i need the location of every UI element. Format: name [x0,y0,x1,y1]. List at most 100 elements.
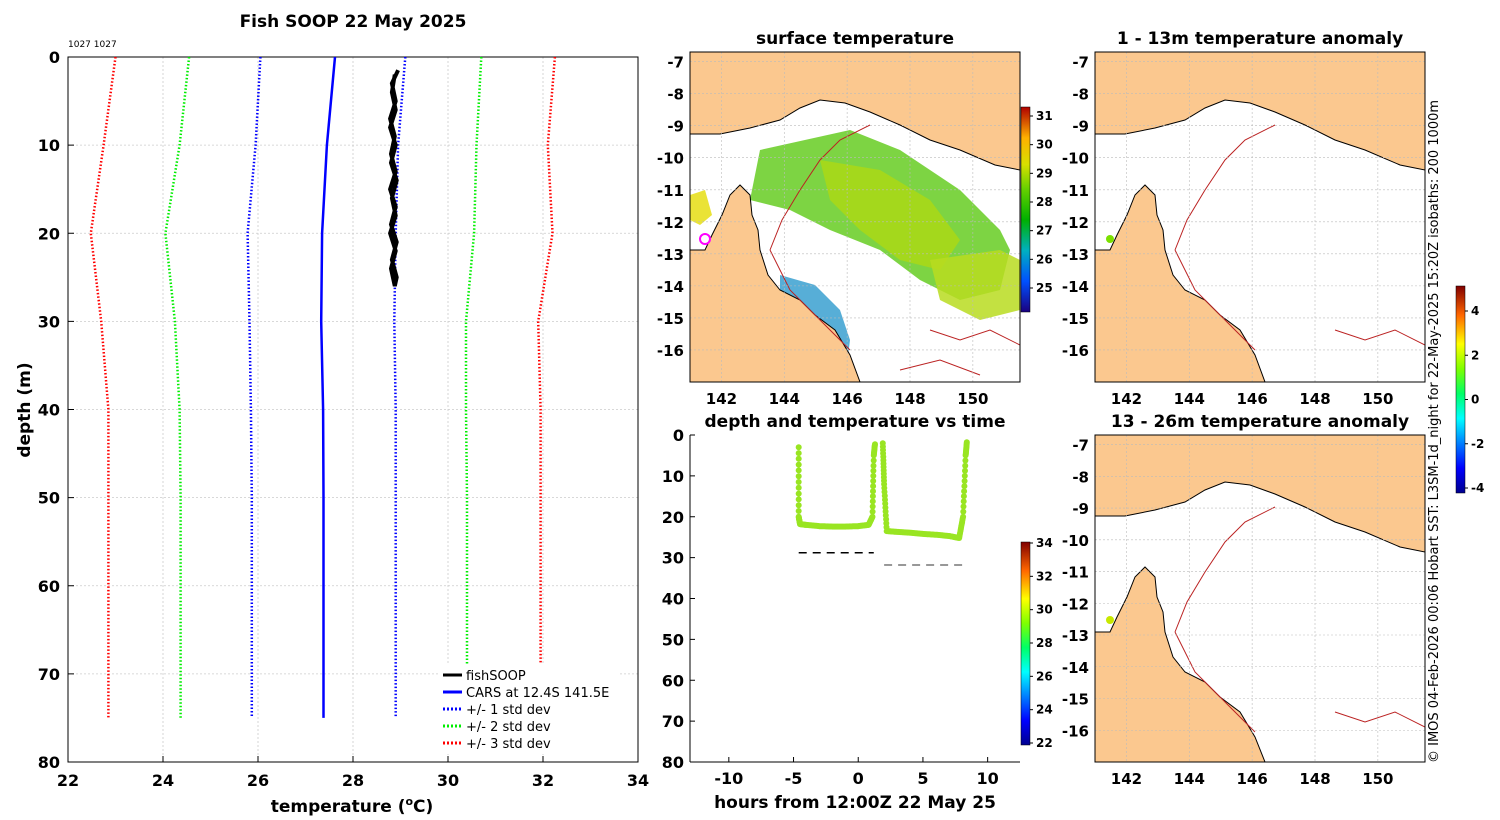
surface-map-title: surface temperature [756,29,954,49]
colorbar-tick-label: 4 [1471,304,1479,318]
surface-ytick-label: -10 [657,150,684,168]
timeseries-point [961,472,968,479]
colorbar-tick-label: -2 [1471,437,1484,451]
timeseries-xtick-label: -5 [785,769,803,788]
colorbar-tick-label: 0 [1471,393,1479,407]
anom2-xtick-label: 144 [1174,770,1205,788]
timeseries-point [795,450,802,457]
profile-ytick-label: 10 [38,136,60,155]
profile-series-line [536,56,557,718]
colorbar-tick-label: -4 [1471,481,1484,495]
surface-xtick-label: 148 [894,390,925,408]
colorbar-tick-label: 34 [1036,536,1053,550]
surface-xtick-label: 144 [769,390,800,408]
anom1-xtick-label: 146 [1236,390,1267,408]
timeseries-points [795,439,970,566]
timeseries-colorbar-ticks: 34 32 30 28 26 24 22 [1030,536,1053,750]
anom2-isobath [1174,506,1425,733]
timeseries-point [962,462,969,469]
profile-series-line [164,56,191,718]
legend-box [438,664,618,754]
profile-ytick-label: 60 [38,577,60,596]
anom1-xtick-label: 150 [1362,390,1393,408]
profile-xtick-label: 22 [57,771,79,790]
colorbar-tick-label: 30 [1036,138,1053,152]
colorbar-tick-label: 27 [1036,224,1053,238]
anom1-ytick-label: -8 [1072,86,1089,104]
anom2-ytick-label: -16 [1062,722,1089,740]
profile-ytick-label: 0 [49,48,60,67]
profile-series-line [388,69,400,287]
anom1-xtick-label: 142 [1111,390,1142,408]
profile-series [89,56,557,718]
surface-xtick-label: 150 [957,390,988,408]
timeseries-ticks: -10 -5 0 5 10 0 10 20 30 40 50 60 70 80 [662,426,999,788]
timeseries-xtick-label: 10 [977,769,999,788]
timeseries-point [795,473,802,480]
anom1-land-png [1095,52,1425,171]
timeseries-point [960,513,967,520]
legend-label-fishsoop: fishSOOP [466,669,526,684]
profile-series-line [89,56,117,718]
profile-series-line [393,56,407,718]
profile-xtick-label: 28 [342,771,364,790]
surface-ship-location [699,233,711,245]
timeseries-xtick-label: -10 [714,769,743,788]
timeseries-point [961,483,968,490]
timeseries-colorbar [1020,541,1031,746]
timeseries-point [795,502,802,509]
profile-ytick-label: 40 [38,401,60,420]
timeseries-xtick-label: 0 [853,769,864,788]
surface-ytick-label: -9 [667,118,684,136]
timeseries-point [869,503,876,510]
colorbar-tick-label: 26 [1036,252,1053,266]
side-credit: © IMOS 04-Feb-2026 00:06 Hobart SST: L3S… [1427,100,1442,763]
profile-series-line [246,56,262,718]
surface-land-png [690,52,1020,171]
timeseries-title: depth and temperature vs time [705,412,1006,432]
colorbar-tick-label: 28 [1036,636,1053,650]
timeseries-point [960,498,967,505]
surface-map-frame [689,51,1021,383]
timeseries-point [795,467,802,474]
anom1-title: 1 - 13m temperature anomaly [1117,29,1403,49]
timeseries-point [870,483,877,490]
anom1-ytick-label: -15 [1062,310,1089,328]
legend-label-cars: CARS at 12.4S 141.5E [466,686,609,701]
colorbar-tick-label: 29 [1036,166,1053,180]
timeseries-ytick-label: 0 [673,426,684,445]
timeseries-point [870,488,876,495]
colorbar-tick-label: 28 [1036,195,1053,209]
timeseries-point [869,513,876,520]
surface-ytick-label: -11 [657,182,684,200]
anom2-ytick-label: -9 [1072,500,1089,518]
profile-ytick-label: 70 [38,665,60,684]
surface-colorbar [1020,106,1031,313]
anom2-xtick-label: 148 [1299,770,1330,788]
anom1-map-ticks: 142 144 146 148 150 -7 -8 -9 -10 -11 -12 -13 -14 -15 -… [1062,52,1425,408]
surface-ytick-label: -7 [667,54,684,72]
surface-xtick-label: 146 [831,390,862,408]
anom2-ytick-label: -7 [1072,437,1089,455]
timeseries-ytick-label: 70 [662,712,684,731]
timeseries-point [962,457,969,464]
timeseries-axes-box [690,435,1020,762]
timeseries-point [870,457,877,464]
anomaly-map-1-13m: 1 - 13m temperature anomaly 142 144 146 148… [1062,29,1426,408]
profile-ytick-label: 80 [38,753,60,772]
timeseries-ytick-label: 30 [662,549,684,568]
profile-ytick-label: 50 [38,489,60,508]
anom1-ytick-label: -14 [1062,278,1089,296]
anom1-xtick-label: 144 [1174,390,1205,408]
anom2-ytick-label: -14 [1062,659,1089,677]
profile-ytick-label: 30 [38,312,60,331]
timeseries-ytick-label: 20 [662,508,684,527]
timeseries-point [795,496,802,503]
anom1-ytick-label: -12 [1062,214,1089,232]
timeseries-ytick-label: 10 [662,467,684,486]
timeseries-xlabel: hours from 12:00Z 22 May 25 [714,793,996,813]
profile-series-line [464,56,483,718]
profile-ytick-label: 20 [38,224,60,243]
timeseries-ytick-label: 40 [662,590,684,609]
